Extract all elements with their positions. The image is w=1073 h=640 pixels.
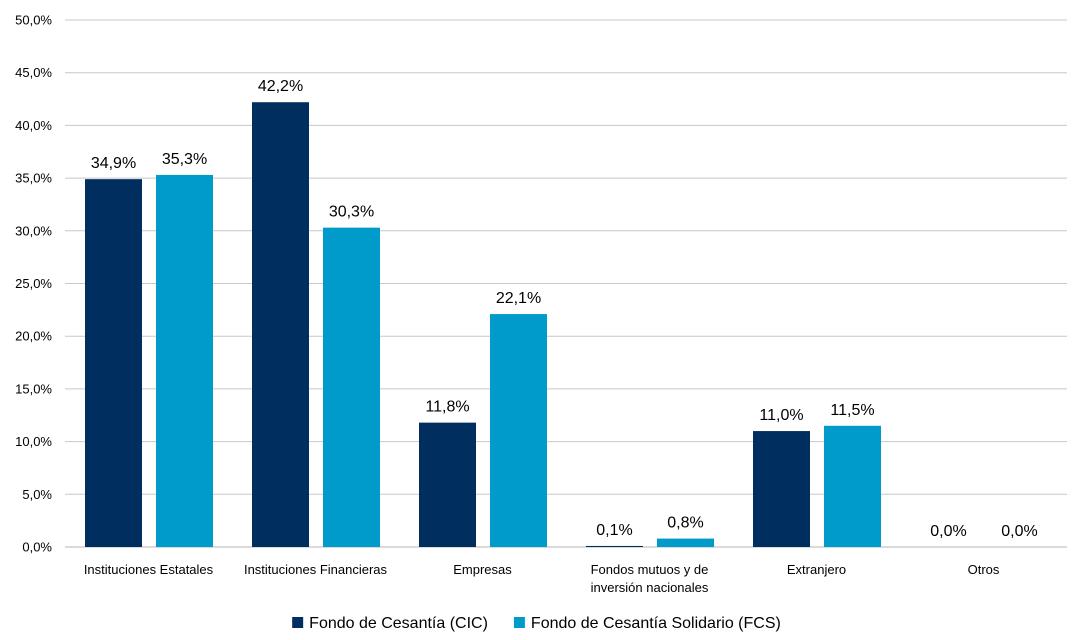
y-tick-label: 10,0% [15, 434, 52, 449]
data-label: 11,0% [759, 407, 803, 424]
y-tick-label: 5,0% [22, 487, 52, 502]
x-category-label: Otros [968, 562, 1000, 577]
bar-fcs [490, 314, 547, 547]
legend-label: Fondo de Cesantía Solidario (FCS) [531, 615, 781, 632]
bar-fcs [657, 538, 714, 547]
x-category-label: Instituciones Financieras [244, 562, 388, 577]
data-label: 34,9% [91, 155, 136, 172]
bar-fcs [323, 227, 380, 547]
data-labels: 34,9% 35,3% 42,2% 30,3% 11,8% 22,1% 0,1% 0,8% 11… [91, 78, 1038, 540]
x-axis-categories: Instituciones Estatales Instituciones Fin… [84, 562, 1000, 595]
bar-fcs [824, 425, 881, 547]
y-tick-label: 40,0% [15, 118, 52, 133]
gridlines [65, 19, 1067, 548]
bar-cic [85, 179, 142, 548]
data-label: 0,1% [596, 522, 632, 539]
y-tick-label: 50,0% [15, 13, 52, 28]
data-label: 30,3% [329, 204, 374, 221]
data-label: 0,0% [1001, 523, 1037, 540]
y-tick-label: 45,0% [15, 65, 52, 80]
x-category-label: Empresas [453, 562, 512, 577]
bar-cic [419, 422, 476, 547]
data-label: 35,3% [162, 151, 207, 168]
legend-label: Fondo de Cesantía (CIC) [309, 615, 488, 632]
y-tick-label: 25,0% [15, 276, 52, 291]
bar-cic [586, 545, 643, 547]
legend-swatch [513, 617, 525, 628]
x-category-label: inversión nacionales [591, 580, 709, 595]
bar-cic [252, 102, 309, 547]
bars [85, 102, 881, 548]
x-category-label: Fondos mutuos y de [591, 562, 709, 577]
data-label: 42,2% [258, 78, 303, 95]
y-tick-label: 30,0% [15, 223, 52, 238]
data-label: 0,0% [930, 523, 966, 540]
legend-swatch [292, 617, 304, 628]
legend: Fondo de Cesantía (CIC) Fondo de Cesantía… [292, 615, 781, 632]
data-label: 11,8% [425, 399, 469, 416]
data-label: 22,1% [496, 290, 541, 307]
bar-fcs [156, 174, 213, 548]
y-axis-ticks: 0,0% 5,0% 10,0% 15,0% 20,0% 25,0% 30,0% 35,0% 40… [15, 13, 52, 555]
y-tick-label: 20,0% [15, 329, 52, 344]
y-tick-label: 35,0% [15, 171, 52, 186]
y-tick-label: 15,0% [15, 381, 52, 396]
data-label: 0,8% [667, 515, 703, 532]
x-category-label: Instituciones Estatales [84, 562, 214, 577]
y-tick-label: 0,0% [22, 540, 52, 555]
bar-cic [753, 431, 810, 547]
x-category-label: Extranjero [787, 562, 846, 577]
legend-item: Fondo de Cesantía (CIC) [292, 615, 488, 632]
data-label: 11,5% [830, 402, 874, 419]
legend-item: Fondo de Cesantía Solidario (FCS) [513, 615, 781, 632]
